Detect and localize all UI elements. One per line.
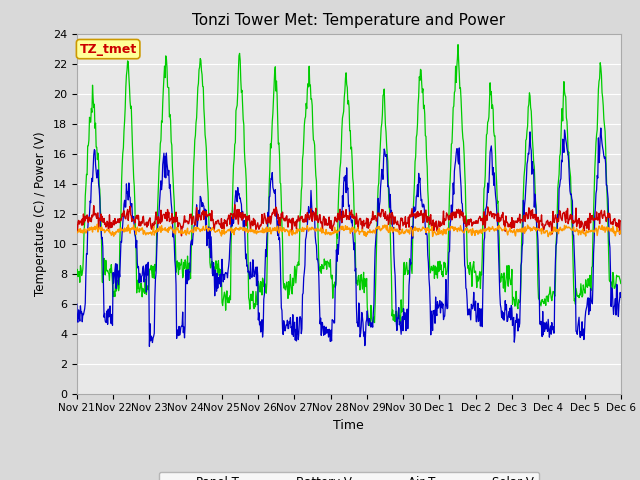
Legend: Panel T, Battery V, Air T, Solar V: Panel T, Battery V, Air T, Solar V (159, 471, 539, 480)
Y-axis label: Temperature (C) / Power (V): Temperature (C) / Power (V) (35, 132, 47, 296)
Text: TZ_tmet: TZ_tmet (79, 43, 137, 56)
Title: Tonzi Tower Met: Temperature and Power: Tonzi Tower Met: Temperature and Power (192, 13, 506, 28)
X-axis label: Time: Time (333, 419, 364, 432)
